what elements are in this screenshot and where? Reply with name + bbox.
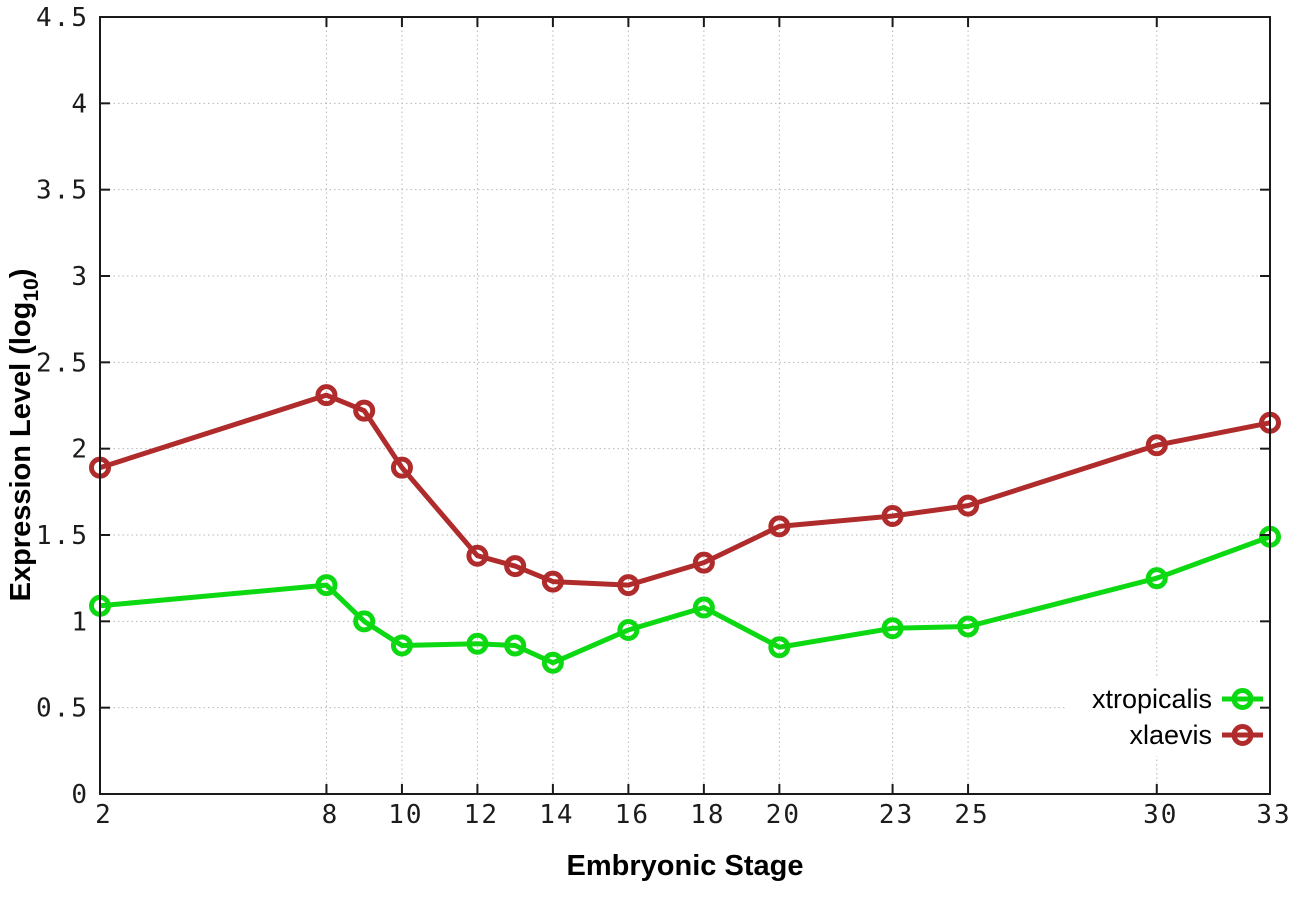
y-axis-title: Expression Level (log10)	[5, 269, 43, 602]
data-point-xlaevis	[353, 399, 376, 422]
data-point-xlaevis	[541, 570, 564, 593]
data-point-xlaevis	[1145, 434, 1168, 457]
data-point-xlaevis	[617, 574, 640, 597]
x-axis-title: Embryonic Stage	[567, 850, 804, 882]
legend-background	[1065, 678, 1266, 756]
data-point-xlaevis	[692, 551, 715, 574]
y-tick-label: 1	[71, 607, 89, 637]
axes-layer	[99, 16, 1271, 795]
y-tick-label: 4.5	[36, 3, 89, 33]
data-point-xlaevis	[315, 384, 338, 407]
data-point-xtropicalis	[881, 617, 904, 640]
legend-label-xlaevis: xlaevis	[1129, 720, 1212, 750]
y-tick-label: 3	[71, 262, 89, 292]
x-tick-label: 33	[1256, 800, 1291, 830]
data-point-xlaevis	[957, 494, 980, 517]
legend-label-xtropicalis: xtropicalis	[1092, 684, 1212, 714]
legend-marker-icon-xtropicalis	[1231, 688, 1254, 710]
data-point-xtropicalis	[390, 634, 413, 657]
plot-border	[99, 16, 1271, 795]
y-tick-label: 1.5	[36, 521, 89, 551]
legend-item-xtropicalis: xtropicalis	[1092, 684, 1263, 714]
legend-background-layer	[1065, 678, 1266, 756]
x-tick-label: 2	[95, 800, 113, 830]
grid-layer	[99, 16, 1271, 795]
data-point-xtropicalis	[957, 615, 980, 638]
data-point-xtropicalis	[504, 634, 527, 657]
data-point-xtropicalis	[466, 632, 489, 655]
y-tick-label: 4	[71, 89, 89, 119]
x-tick-label: 16	[615, 800, 650, 830]
x-tick-label: 25	[954, 800, 989, 830]
data-point-xlaevis	[466, 544, 489, 567]
data-point-xtropicalis	[617, 618, 640, 641]
y-tick-label: 2.5	[36, 348, 89, 378]
legend-marker-icon-xlaevis	[1231, 724, 1254, 746]
data-point-xtropicalis	[768, 636, 791, 659]
data-point-xtropicalis	[353, 610, 376, 633]
legend-layer: xtropicalis xlaevis	[1092, 684, 1263, 750]
x-tick-label: 23	[879, 800, 914, 830]
tick-label-layer: 2 8 10 12 14 16 18 20 23 25 30 33 0 0.5 1 1.5 2 2.5 3 3.5 4 4…	[36, 3, 1291, 830]
data-point-xtropicalis	[692, 596, 715, 619]
data-point-xtropicalis	[315, 574, 338, 597]
series-line-xlaevis	[99, 392, 1271, 588]
x-tick-label: 10	[388, 800, 423, 830]
x-tick-label: 14	[539, 800, 574, 830]
series-line-xtropicalis	[99, 534, 1271, 666]
x-tick-label: 18	[690, 800, 725, 830]
x-tick-label: 20	[766, 800, 801, 830]
y-tick-label: 2	[71, 435, 89, 465]
legend-item-xlaevis: xlaevis	[1129, 720, 1263, 750]
y-tick-label: 3.5	[36, 176, 89, 206]
data-point-xtropicalis	[541, 651, 564, 674]
y-tick-label: 0	[71, 780, 89, 810]
data-point-xtropicalis	[1145, 567, 1168, 590]
data-point-xlaevis	[504, 555, 527, 578]
data-point-xlaevis	[390, 456, 413, 479]
series-layer	[89, 384, 1281, 674]
data-point-xlaevis	[881, 505, 904, 528]
x-tick-label: 12	[464, 800, 499, 830]
y-tick-label: 0.5	[36, 694, 89, 724]
x-tick-label: 8	[322, 800, 340, 830]
data-point-xlaevis	[768, 515, 791, 538]
x-tick-label: 30	[1143, 800, 1178, 830]
